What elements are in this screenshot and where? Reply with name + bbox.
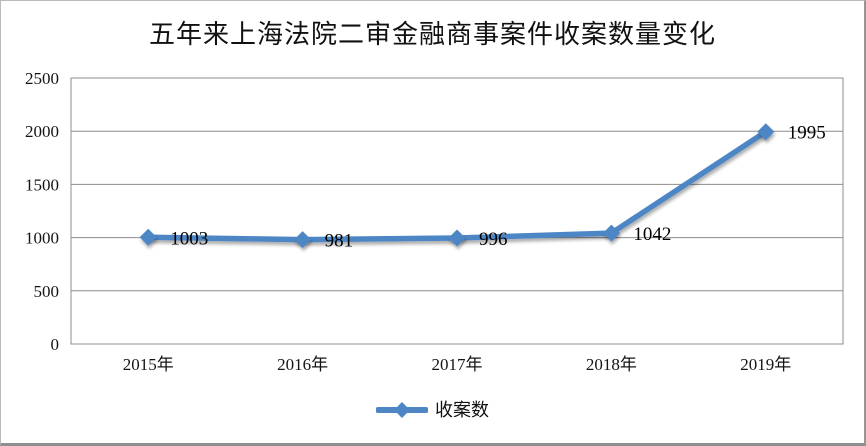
data-point-marker: [139, 228, 157, 246]
legend-label: 收案数: [435, 400, 489, 420]
data-label: 1042: [633, 224, 671, 245]
y-axis-tick-label: 1000: [25, 229, 59, 248]
data-label: 1995: [788, 123, 826, 144]
legend-diamond: [394, 402, 410, 418]
data-point-marker: [757, 123, 775, 141]
plot-area-border: [70, 77, 844, 345]
x-axis-tick-label: 2016年: [277, 355, 328, 374]
chart-legend: 收案数: [1, 399, 864, 421]
y-axis-tick-label: 0: [51, 335, 60, 354]
data-label: 981: [325, 231, 354, 252]
y-axis-tick-label: 2500: [25, 69, 59, 88]
series-line: [145, 128, 769, 243]
y-axis-tick-label: 500: [34, 282, 60, 301]
data-label: 996: [479, 229, 508, 250]
x-axis-tick-label: 2017年: [432, 355, 483, 374]
y-axis-tick-label: 1500: [25, 175, 59, 194]
x-axis-tick-label: 2018年: [586, 355, 637, 374]
data-point-marker: [294, 231, 312, 249]
x-axis-tick-label: 2019年: [740, 355, 791, 374]
line-diamond-icon: [376, 402, 428, 418]
data-label: 1003: [170, 228, 208, 249]
x-axis-tick-label: 2015年: [123, 355, 174, 374]
chart-title: 五年来上海法院二审金融商事案件收案数量变化: [148, 20, 716, 49]
data-point-marker: [602, 224, 620, 242]
data-point-marker: [448, 229, 466, 247]
y-axis-tick-label: 2000: [25, 122, 59, 141]
